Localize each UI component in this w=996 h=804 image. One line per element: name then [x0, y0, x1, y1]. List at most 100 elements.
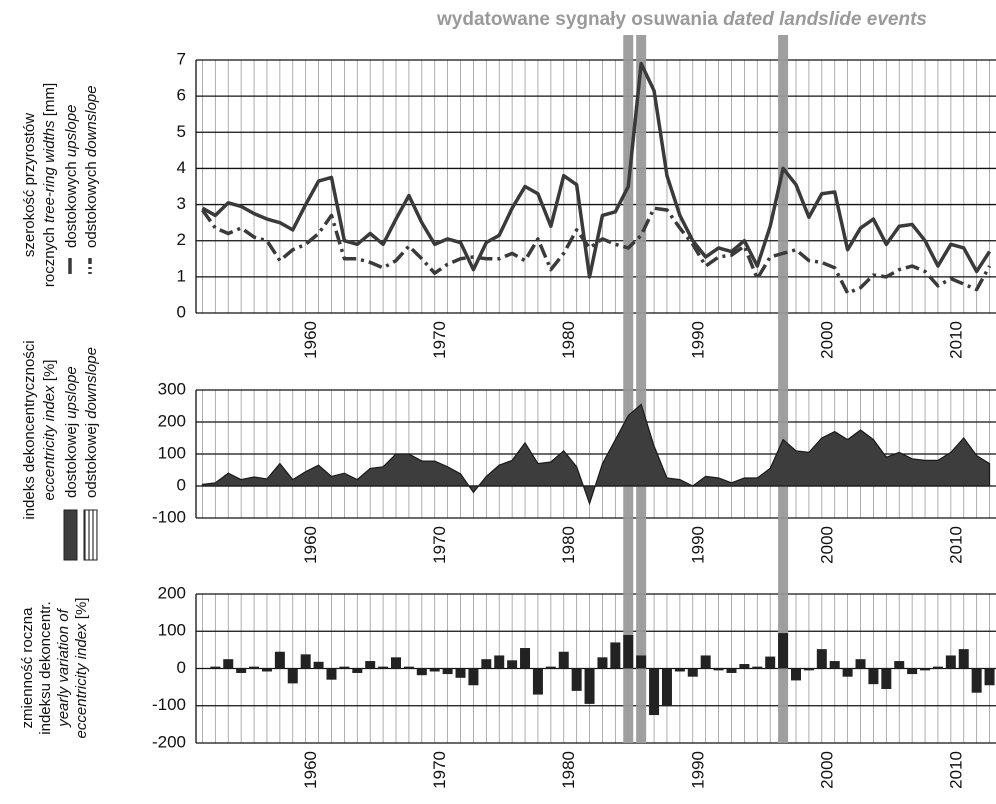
- legend-marker: [83, 509, 98, 561]
- y-tick-label: 200: [158, 411, 186, 430]
- y-tick-label: 300: [158, 379, 186, 398]
- y-axis-label: szerokość przyrostów: [21, 113, 38, 257]
- text-segment: [%]: [41, 360, 58, 386]
- text-segment: eccentricity index: [41, 385, 58, 501]
- bar: [455, 668, 466, 678]
- line-series: [201, 61, 992, 279]
- bar: [365, 661, 376, 669]
- bar: [494, 655, 505, 669]
- landslide-event-band: [623, 35, 634, 743]
- bar: [339, 666, 350, 669]
- bar: [958, 649, 969, 669]
- x-tick-label: 2010: [946, 321, 965, 359]
- bar: [687, 668, 698, 677]
- x-tick-label: 1970: [430, 751, 449, 789]
- x-tick-label: 1990: [688, 321, 707, 359]
- bar: [674, 668, 685, 672]
- text-segment: upslope: [63, 366, 80, 419]
- bar: [907, 668, 918, 675]
- bar: [326, 668, 337, 680]
- y-tick-label: 100: [158, 621, 186, 640]
- y-axis-label: zmienność roczna: [19, 607, 36, 729]
- bar: [920, 668, 931, 671]
- bar: [765, 656, 776, 669]
- y-axis-label: yearly variation of: [55, 607, 72, 727]
- x-tick-label: 1990: [688, 526, 707, 564]
- landslide-event-band: [636, 35, 647, 743]
- text-segment: tree-ring widths: [41, 120, 58, 223]
- y-tick-label: 5: [177, 122, 186, 141]
- bar: [236, 668, 247, 673]
- bar: [778, 633, 789, 669]
- bar: [249, 666, 260, 669]
- y-axis-label: rocznych tree-ring widths [mm]: [41, 83, 58, 287]
- x-tick-label: 1980: [559, 751, 578, 789]
- bar: [984, 668, 995, 686]
- bar: [352, 668, 363, 673]
- x-tick-label: 1960: [301, 321, 320, 359]
- legend-marker: [63, 509, 78, 561]
- y-tick-label: 100: [158, 443, 186, 462]
- bar: [803, 668, 814, 671]
- legend-label: odstokowej downslope: [83, 347, 100, 498]
- bar: [816, 649, 827, 669]
- x-tick-label: 2000: [817, 751, 836, 789]
- bar: [597, 657, 608, 669]
- y-tick-label: 0: [177, 475, 186, 494]
- text-segment: wydatowane sygnały osuwania: [436, 9, 723, 30]
- text-segment: dostokowej: [63, 419, 80, 498]
- text-segment: indeks dekoncentryczności: [21, 340, 38, 519]
- landslide-event-band: [778, 35, 789, 743]
- y-tick-label: 6: [177, 86, 186, 105]
- bar: [829, 661, 840, 669]
- y-tick-label: -200: [152, 732, 186, 751]
- bar: [932, 666, 943, 669]
- x-tick-label: 2000: [817, 321, 836, 359]
- bar: [584, 668, 595, 704]
- y-tick-label: -100: [152, 695, 186, 714]
- bar: [610, 642, 621, 669]
- bar: [416, 668, 427, 676]
- y-tick-label: 200: [158, 583, 186, 602]
- y-tick-label: 0: [177, 658, 186, 677]
- y-axis-label: indeksu dekoncentr.: [37, 601, 54, 734]
- bar: [752, 666, 763, 669]
- bar: [274, 651, 285, 669]
- area-series: [201, 403, 991, 506]
- x-tick-label: 1980: [559, 526, 578, 564]
- bar: [661, 668, 672, 706]
- bar: [623, 634, 634, 669]
- bar: [442, 668, 453, 675]
- y-tick-label: 3: [177, 194, 186, 213]
- bar: [223, 659, 234, 669]
- bar: [881, 668, 892, 689]
- bar: [378, 666, 389, 669]
- bar: [520, 648, 531, 669]
- bar: [313, 661, 324, 669]
- bar: [713, 668, 724, 671]
- text-segment: yearly variation of: [55, 607, 72, 727]
- text-segment: [mm]: [41, 83, 58, 121]
- bar: [558, 651, 569, 669]
- bar: [532, 668, 543, 695]
- bar: [855, 659, 866, 669]
- text-segment: downslope: [83, 347, 100, 419]
- bar: [791, 668, 801, 681]
- y-tick-label: 2: [177, 230, 186, 249]
- chart-title: wydatowane sygnały osuwania dated landsl…: [436, 9, 927, 30]
- bar: [739, 664, 750, 669]
- x-tick-label: 1980: [559, 321, 578, 359]
- legend-label: odstokowych downslope: [83, 85, 100, 248]
- bar: [894, 661, 905, 669]
- y-axis-label: eccentricity index [%]: [73, 598, 90, 739]
- bar: [945, 655, 956, 669]
- text-segment: dated landslide events: [723, 9, 927, 30]
- text-segment: odstokowych: [83, 157, 100, 248]
- y-tick-label: 7: [177, 49, 186, 68]
- bar: [636, 655, 647, 669]
- bar: [261, 668, 272, 672]
- bar: [971, 668, 982, 693]
- bar: [545, 666, 556, 669]
- text-segment: [%]: [73, 598, 90, 624]
